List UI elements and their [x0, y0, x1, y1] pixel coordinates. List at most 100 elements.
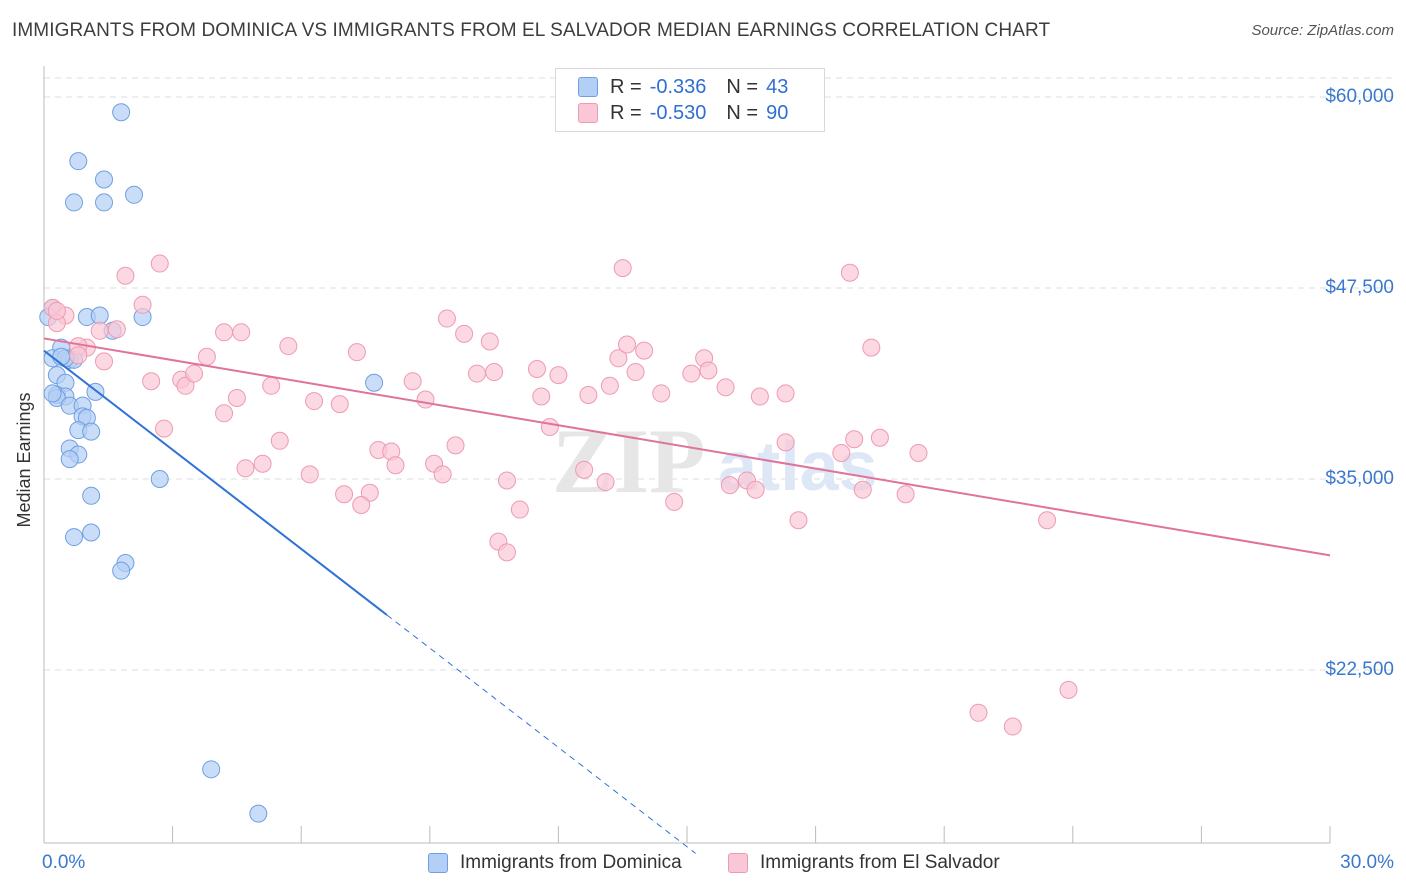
el-salvador-point [1059, 680, 1078, 699]
el-salvador-point [746, 480, 765, 499]
el-salvador-point [579, 385, 598, 404]
el-salvador-point [455, 324, 474, 343]
dominica-point [82, 422, 101, 441]
legend-r-value: -0.530 [649, 101, 707, 124]
el-salvador-point [437, 309, 456, 328]
el-salvador-point [575, 460, 594, 479]
dominica-point [60, 450, 79, 469]
watermark-zip: ZIP [552, 410, 705, 512]
dominica-point [365, 373, 384, 392]
el-salvador-point [596, 473, 615, 492]
el-salvador-point [215, 404, 234, 423]
el-salvador-point [497, 471, 516, 490]
x-tick-label: 30.0% [1340, 852, 1394, 873]
dominica-point [65, 193, 84, 212]
el-salvador-point [155, 419, 174, 438]
series-legend-el-salvador: Immigrants from El Salvador [728, 852, 1000, 874]
el-salvador-point [532, 387, 551, 406]
el-salvador-point [776, 384, 795, 403]
dominica-point [69, 152, 88, 171]
series-swatch-blue [428, 853, 448, 873]
y-tick-label: $22,500 [1325, 659, 1394, 680]
el-salvador-point [485, 363, 504, 382]
el-salvador-point [95, 352, 114, 371]
correlation-legend: R = -0.336 N = 43 R = -0.530 N = 90 [555, 68, 825, 132]
el-salvador-point [142, 372, 161, 391]
el-salvador-point [270, 431, 289, 450]
source-label: Source: ZipAtlas.com [1251, 22, 1394, 39]
series-legend: Immigrants from Dominica Immigrants from… [0, 852, 1406, 878]
el-salvador-point [360, 483, 379, 502]
legend-n-value: 90 [766, 101, 789, 124]
el-salvador-point [227, 389, 246, 408]
y-tick-label: $60,000 [1325, 86, 1394, 107]
dominica-point [112, 561, 131, 580]
el-salvador-point [232, 323, 251, 342]
el-salvador-point [652, 384, 671, 403]
el-salvador-point [613, 259, 632, 278]
legend-swatch-pink [578, 103, 598, 123]
chart-title: IMMIGRANTS FROM DOMINICA VS IMMIGRANTS F… [12, 20, 1051, 41]
el-salvador-point [1003, 717, 1022, 736]
el-salvador-point [215, 323, 234, 342]
el-salvador-trendline [43, 337, 1331, 557]
series-legend-label: Immigrants from El Salvador [760, 852, 1000, 873]
legend-row-dominica: R = -0.336 N = 43 [578, 75, 788, 99]
el-salvador-point [185, 364, 204, 383]
legend-r-value: -0.336 [649, 75, 707, 98]
series-swatch-pink [728, 853, 748, 873]
el-salvador-point [335, 485, 354, 504]
legend-r-label: R = [610, 75, 642, 98]
el-salvador-point [305, 392, 324, 411]
el-salvador-point [870, 428, 889, 447]
el-salvador-point [352, 495, 371, 514]
series-legend-dominica: Immigrants from Dominica [428, 852, 682, 874]
legend-n-value: 43 [766, 75, 789, 98]
el-salvador-point [549, 366, 568, 385]
dominica-point [43, 384, 62, 403]
el-salvador-point [416, 390, 435, 409]
el-salvador-point [909, 444, 928, 463]
el-salvador-point [862, 338, 881, 357]
el-salvador-point [969, 703, 988, 722]
el-salvador-point [609, 349, 628, 368]
el-salvador-point [262, 376, 281, 395]
el-salvador-point [150, 254, 169, 273]
el-salvador-point [716, 378, 735, 397]
x-tick-label: 0.0% [42, 852, 86, 873]
el-salvador-point [467, 364, 486, 383]
dominica-point [95, 170, 114, 189]
el-salvador-point [617, 335, 636, 354]
dominica-point [150, 470, 169, 488]
dominica-point [112, 103, 131, 122]
dominica-point [95, 193, 114, 212]
el-salvador-point [403, 372, 422, 391]
y-tick-label: $47,500 [1325, 277, 1394, 298]
el-salvador-point [197, 347, 216, 366]
el-salvador-point [279, 337, 298, 356]
el-salvador-point [347, 343, 366, 362]
el-salvador-point [236, 459, 255, 478]
el-salvador-point [840, 263, 859, 282]
el-salvador-point [1038, 511, 1057, 530]
el-salvador-point [176, 376, 195, 395]
el-salvador-point [626, 363, 645, 382]
el-salvador-point [665, 492, 684, 511]
el-salvador-point [446, 436, 465, 455]
dominica-point [65, 528, 84, 547]
el-salvador-point [300, 465, 319, 484]
el-salvador-point [600, 376, 619, 395]
el-salvador-point [540, 418, 559, 437]
el-salvador-point [635, 341, 654, 360]
dominica-point [82, 486, 101, 505]
el-salvador-point [776, 433, 795, 452]
legend-r-label: R = [610, 101, 642, 124]
dominica-point [249, 804, 268, 823]
el-salvador-point [480, 332, 499, 351]
el-salvador-point [720, 476, 739, 495]
y-tick-label: $35,000 [1325, 468, 1394, 489]
el-salvador-point [682, 364, 701, 383]
dominica-point [90, 306, 109, 325]
el-salvador-point [253, 454, 272, 473]
